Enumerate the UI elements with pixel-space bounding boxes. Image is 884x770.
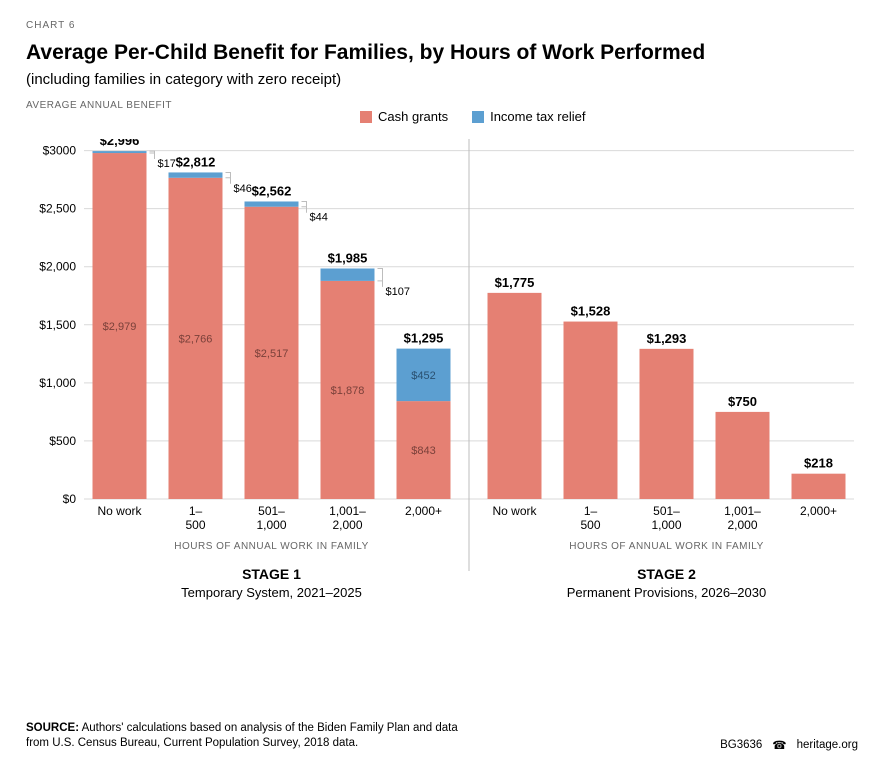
svg-text:$452: $452	[411, 370, 435, 382]
svg-text:$2,517: $2,517	[255, 348, 289, 360]
bell-icon: ☎	[772, 738, 786, 752]
source-prefix: SOURCE:	[26, 722, 79, 734]
chart-tag: CHART 6	[26, 20, 858, 31]
legend-item-cash: Cash grants	[360, 109, 448, 124]
svg-text:$2,562: $2,562	[252, 183, 292, 198]
svg-text:$843: $843	[411, 445, 435, 457]
svg-text:$0: $0	[63, 492, 77, 506]
svg-text:$750: $750	[728, 394, 757, 409]
svg-text:500: 500	[185, 518, 205, 532]
svg-text:1,001–: 1,001–	[329, 504, 366, 518]
svg-text:HOURS OF ANNUAL WORK IN FAMILY: HOURS OF ANNUAL WORK IN FAMILY	[174, 541, 368, 552]
svg-text:$46: $46	[234, 183, 252, 195]
svg-text:$1,985: $1,985	[328, 250, 368, 265]
svg-text:$2,812: $2,812	[176, 154, 216, 169]
chart-plot: $0 $500 $1,000 $1,500 $2,000 $2,500 $3000 $2,99…	[26, 139, 854, 607]
chart-svg: $0 $500 $1,000 $1,500 $2,000 $2,500 $3000 $2,99…	[26, 139, 854, 607]
svg-text:$2,500: $2,500	[39, 202, 76, 216]
source-note: SOURCE: Authors' calculations based on a…	[26, 721, 466, 752]
svg-text:501–: 501–	[653, 504, 680, 518]
chart-subtitle: (including families in category with zer…	[26, 71, 858, 88]
svg-text:$2,979: $2,979	[103, 321, 137, 333]
legend-swatch-cash	[360, 111, 372, 123]
svg-text:No work: No work	[492, 504, 537, 518]
svg-text:STAGE 1: STAGE 1	[242, 566, 301, 582]
svg-text:$218: $218	[804, 456, 833, 471]
svg-text:2,000: 2,000	[332, 518, 362, 532]
footer-right: BG3636 ☎ heritage.org	[720, 738, 858, 752]
svg-text:$1,878: $1,878	[331, 385, 365, 397]
svg-text:2,000+: 2,000+	[405, 504, 442, 518]
svg-text:Temporary System, 2021–2025: Temporary System, 2021–2025	[181, 585, 362, 600]
svg-text:$1,775: $1,775	[495, 275, 535, 290]
legend-item-tax: Income tax relief	[472, 109, 585, 124]
svg-text:$500: $500	[49, 434, 76, 448]
svg-text:$17: $17	[158, 158, 176, 170]
svg-text:500: 500	[580, 518, 600, 532]
svg-text:No work: No work	[97, 504, 142, 518]
legend-swatch-tax	[472, 111, 484, 123]
svg-text:2,000: 2,000	[727, 518, 757, 532]
svg-text:$2,996: $2,996	[100, 139, 140, 148]
svg-text:$3000: $3000	[43, 144, 77, 158]
svg-text:$1,528: $1,528	[571, 304, 611, 319]
svg-text:$2,000: $2,000	[39, 260, 76, 274]
footer-code: BG3636	[720, 739, 762, 751]
svg-text:1–: 1–	[189, 504, 203, 518]
svg-text:$1,500: $1,500	[39, 318, 76, 332]
svg-text:1,000: 1,000	[256, 518, 286, 532]
chart-title: Average Per-Child Benefit for Families, …	[26, 41, 858, 65]
svg-text:$44: $44	[310, 212, 328, 224]
svg-text:$1,295: $1,295	[404, 331, 444, 346]
legend-label-cash: Cash grants	[378, 109, 448, 124]
svg-text:$107: $107	[386, 286, 410, 298]
source-text: Authors' calculations based on analysis …	[26, 722, 458, 750]
svg-text:1,001–: 1,001–	[724, 504, 761, 518]
legend: Cash grants Income tax relief	[360, 109, 585, 124]
svg-text:HOURS OF ANNUAL WORK IN FAMILY: HOURS OF ANNUAL WORK IN FAMILY	[569, 541, 763, 552]
svg-text:1–: 1–	[584, 504, 598, 518]
svg-text:$1,000: $1,000	[39, 376, 76, 390]
svg-text:$1,293: $1,293	[647, 331, 687, 346]
legend-label-tax: Income tax relief	[490, 109, 585, 124]
svg-text:Permanent Provisions, 2026–203: Permanent Provisions, 2026–2030	[567, 585, 766, 600]
footer-site: heritage.org	[797, 739, 858, 751]
svg-text:$2,766: $2,766	[179, 333, 213, 345]
svg-text:2,000+: 2,000+	[800, 504, 837, 518]
svg-text:STAGE 2: STAGE 2	[637, 566, 696, 582]
svg-text:1,000: 1,000	[651, 518, 681, 532]
svg-text:501–: 501–	[258, 504, 285, 518]
